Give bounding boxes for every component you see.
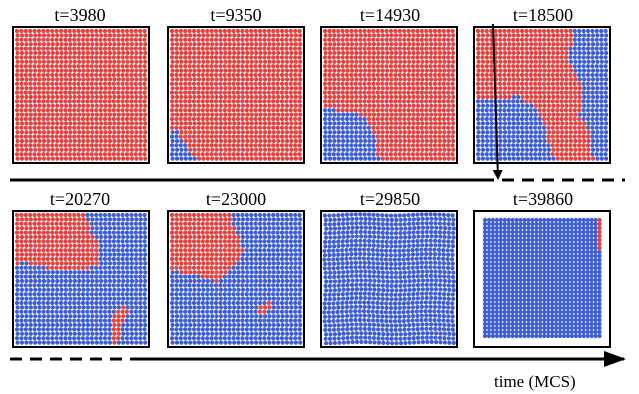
snapshot-panel-7 (320, 210, 458, 348)
frame-label-3: t=14930 (359, 5, 421, 25)
frame-label-4: t=18500 (512, 5, 574, 25)
frame-label-7: t=29850 (359, 189, 421, 209)
frame-label-1: t=3980 (54, 5, 106, 25)
time-axis-label: time (MCS) (494, 372, 576, 391)
snapshot-panel-2 (167, 26, 305, 164)
snapshot-panel-3 (320, 26, 458, 164)
frame-label-2: t=9350 (210, 5, 262, 25)
frame-label-8: t=39860 (512, 189, 574, 209)
snapshot-panel-4 (473, 26, 611, 164)
snapshot-panel-5 (12, 210, 150, 348)
snapshot-panel-8 (473, 210, 611, 348)
frame-label-5: t=20270 (49, 189, 111, 209)
frame-label-6: t=23000 (205, 189, 267, 209)
snapshot-panel-1 (12, 26, 150, 164)
snapshot-panel-6 (167, 210, 305, 348)
